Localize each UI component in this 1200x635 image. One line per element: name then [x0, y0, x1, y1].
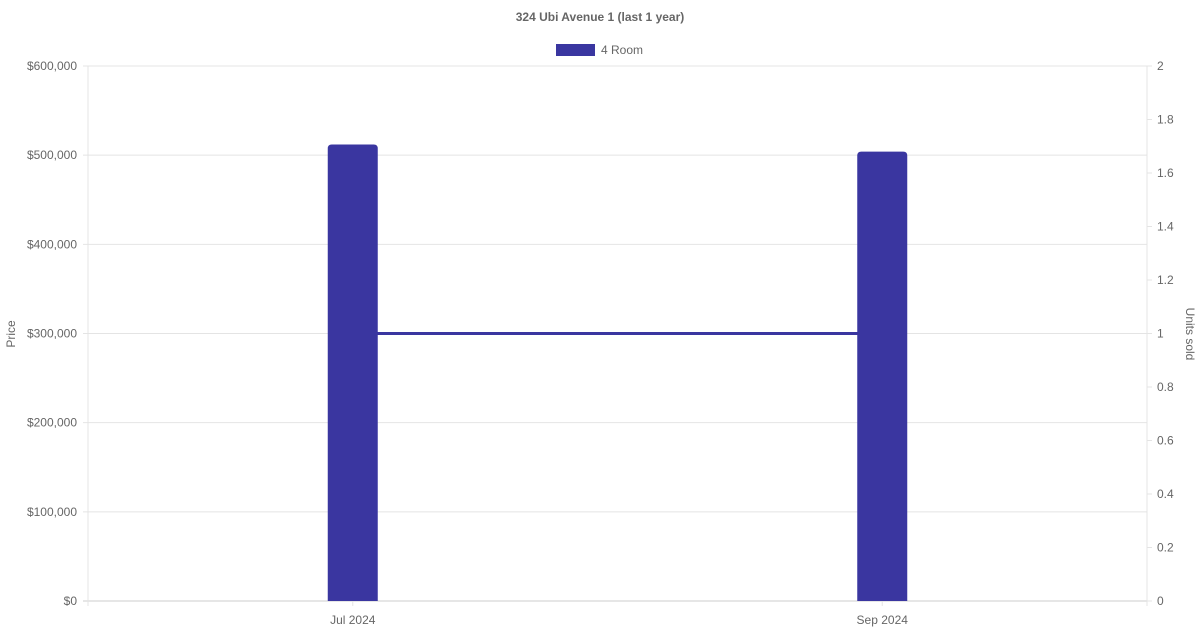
y-right-tick-label: 1.2 — [1157, 273, 1174, 287]
y-right-tick-label: 0.2 — [1157, 541, 1174, 555]
y-axis-right-label: Units sold — [1183, 308, 1197, 361]
y-tick-label: $300,000 — [27, 327, 77, 341]
y-right-tick-label: 0 — [1157, 594, 1164, 608]
y-tick-label: $100,000 — [27, 505, 77, 519]
y-right-tick-label: 2 — [1157, 59, 1164, 73]
legend-swatch[interactable] — [556, 44, 595, 56]
y-right-tick-label: 1.4 — [1157, 220, 1174, 234]
x-tick-label: Sep 2024 — [857, 613, 909, 627]
y-axis-label: Price — [4, 320, 18, 348]
y-tick-label: $400,000 — [27, 237, 77, 251]
y-tick-label: $0 — [64, 594, 78, 608]
chart-title: 324 Ubi Avenue 1 (last 1 year) — [516, 10, 685, 24]
price-bar — [857, 151, 908, 601]
y-right-tick-label: 0.4 — [1157, 487, 1174, 501]
y-tick-label: $200,000 — [27, 416, 77, 430]
y-tick-label: $500,000 — [27, 148, 77, 162]
y-right-tick-label: 1.6 — [1157, 166, 1174, 180]
x-tick-label: Jul 2024 — [330, 613, 376, 627]
y-tick-label: $600,000 — [27, 59, 77, 73]
y-right-tick-label: 0.6 — [1157, 434, 1174, 448]
legend-label[interactable]: 4 Room — [601, 43, 643, 57]
y-right-tick-label: 1 — [1157, 327, 1164, 341]
y-right-tick-label: 1.8 — [1157, 113, 1174, 127]
y-right-tick-label: 0.8 — [1157, 380, 1174, 394]
price-bar — [327, 144, 378, 601]
